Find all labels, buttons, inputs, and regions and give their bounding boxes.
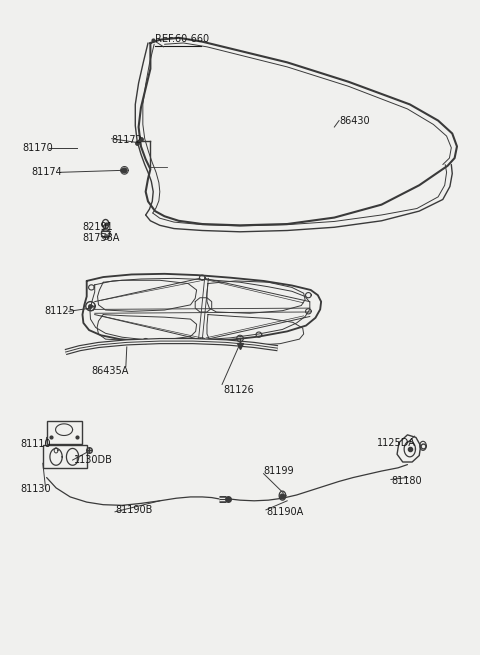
Text: 81174: 81174 — [32, 167, 62, 178]
Text: REF.60-660: REF.60-660 — [155, 34, 209, 45]
Text: 81125: 81125 — [44, 307, 75, 316]
Text: 81180: 81180 — [391, 476, 421, 487]
Text: 81738A: 81738A — [82, 233, 120, 243]
Text: 81190B: 81190B — [115, 505, 152, 515]
Text: 81172: 81172 — [112, 135, 143, 145]
Text: 86430: 86430 — [339, 115, 370, 126]
Text: 81126: 81126 — [224, 384, 254, 394]
Text: 86435A: 86435A — [91, 366, 129, 376]
Text: 81110: 81110 — [21, 439, 51, 449]
Text: 81190A: 81190A — [266, 507, 303, 517]
Text: 81170: 81170 — [22, 143, 53, 153]
Text: 1125DA: 1125DA — [377, 438, 416, 447]
Text: 81130: 81130 — [21, 484, 51, 494]
Text: 82191: 82191 — [82, 221, 113, 232]
Text: 1130DB: 1130DB — [74, 455, 113, 465]
Text: 81199: 81199 — [264, 466, 294, 476]
